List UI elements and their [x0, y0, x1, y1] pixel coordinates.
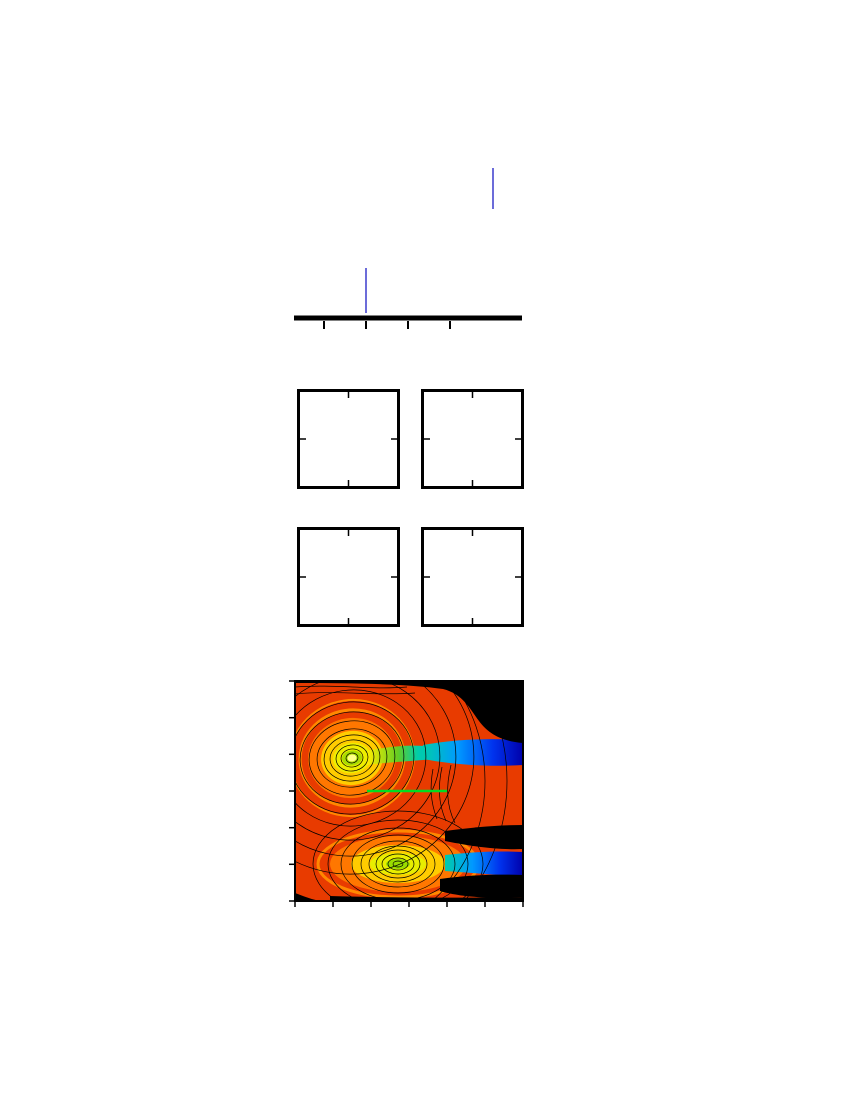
window-waveform-box-left — [297, 389, 400, 489]
particle-motion-original — [300, 530, 397, 624]
window-waveforms-left — [300, 392, 397, 486]
waveform-panel — [294, 168, 522, 329]
misfit-blob-lower — [316, 829, 480, 899]
misfit-contour-plot — [289, 680, 524, 907]
low-misfit-band-lower — [445, 851, 523, 876]
box-ticks — [300, 530, 397, 624]
window-waveforms-right — [424, 392, 521, 486]
particle-motion-box-corrected — [421, 527, 524, 627]
particle-motion-corrected — [424, 530, 521, 624]
contour-label-layer — [295, 681, 523, 901]
frame-ticks — [289, 680, 524, 907]
valley-band — [367, 745, 435, 765]
contour-lines — [295, 681, 508, 901]
box-ticks — [424, 392, 521, 486]
box-ticks — [424, 530, 521, 624]
particle-motion-box-original — [297, 527, 400, 627]
box-ticks — [300, 392, 397, 486]
low-misfit-band-upper — [423, 739, 523, 766]
time-axis-ticks — [323, 321, 451, 329]
misfit-surface — [295, 681, 523, 901]
window-waveform-box-right — [421, 389, 524, 489]
